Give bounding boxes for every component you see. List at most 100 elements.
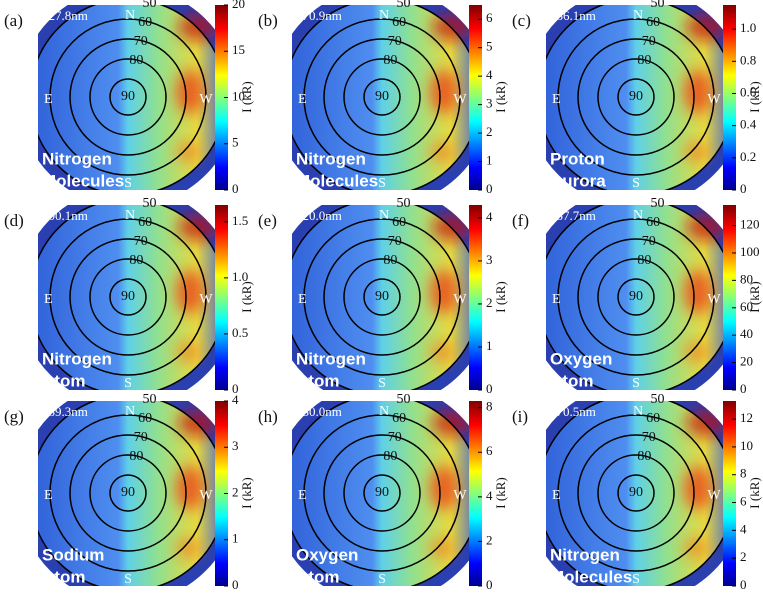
zenith-ring	[303, 218, 461, 376]
zenith-ring	[69, 38, 187, 156]
panel-label: (f)	[512, 211, 529, 230]
ring-label: 90	[629, 89, 643, 104]
panel: 50 60 70 80 90 N E S W (h) 630.0nm Oxygen Atom 0 2 4 6 8 I…	[258, 392, 508, 592]
zenith-ring	[49, 414, 207, 572]
colorbar	[215, 205, 228, 390]
direction-s: S	[632, 572, 640, 587]
ring-label: 50	[397, 0, 411, 11]
sky-image	[546, 401, 723, 586]
colorbar-label: I (kR)	[239, 281, 254, 312]
ring-label: 60	[646, 411, 660, 426]
colorbar-tick-label: 1	[486, 338, 493, 353]
zenith-ring	[343, 258, 421, 336]
direction-w: W	[707, 488, 721, 503]
colorbar-tick-label: 100	[740, 244, 760, 259]
direction-w: W	[199, 488, 213, 503]
hot-spot	[176, 70, 204, 114]
direction-w: W	[453, 92, 467, 107]
wavelength: 427.8nm	[42, 8, 88, 23]
ring-label: 60	[392, 411, 406, 426]
colorbar-tick-label: 0	[740, 181, 747, 196]
sky-image-inner	[38, 205, 215, 390]
colorbar-tick-label: 2	[486, 295, 493, 310]
panel: 50 60 70 80 90 N E S W (c) 486.1nm Proton Aurora 0 0.2…	[512, 0, 762, 196]
panel: 50 60 70 80 90 N E S W (e) 520.0nm Nitrogen Atom 0 1 2 3…	[258, 196, 508, 396]
zenith-ring	[617, 474, 655, 512]
zenith-ring	[617, 78, 655, 116]
panel-label: (a)	[4, 11, 23, 30]
zenith-ring	[363, 474, 401, 512]
colorbar-tick-label: 4	[486, 67, 493, 82]
annotation: Proton	[550, 149, 605, 168]
direction-n: N	[125, 8, 135, 23]
direction-w: W	[199, 292, 213, 307]
colorbar-tick-label: 1.5	[232, 213, 248, 228]
hot-spot	[176, 342, 200, 362]
zenith-ring	[343, 58, 421, 136]
sky-image	[546, 205, 723, 390]
annotation: Nitrogen	[296, 349, 366, 368]
colorbar-label: I (kR)	[747, 281, 762, 312]
colorbar-tick-label: 3	[232, 438, 239, 453]
colorbar	[723, 205, 736, 390]
colorbar-tick-label: 1	[486, 153, 493, 168]
ring-label: 50	[651, 392, 665, 407]
hot-spot	[684, 270, 712, 314]
annotation: Aurora	[550, 171, 606, 190]
wavelength: 589.3nm	[42, 404, 88, 419]
zenith-ring	[109, 474, 147, 512]
colorbar-tick-label: 8	[740, 466, 747, 481]
colorbar-label: I (kR)	[493, 477, 508, 508]
colorbar-tick-label: 0.2	[740, 149, 756, 164]
sky-image	[38, 205, 215, 390]
annotation: Molecules	[42, 171, 124, 190]
ring-label: 80	[129, 253, 143, 268]
hot-spot	[430, 142, 454, 162]
annotation: Atom	[42, 371, 85, 390]
direction-e: E	[552, 92, 561, 107]
colorbar-tick-label: 8	[486, 399, 493, 414]
annotation: Oxygen	[296, 545, 358, 564]
panel: 50 60 70 80 90 N E S W (f) 557.7nm Oxygen Atom 0 20 40 6…	[512, 196, 762, 396]
zenith-ring	[109, 278, 147, 316]
zenith-ring	[597, 454, 675, 532]
wavelength: 486.1nm	[550, 8, 596, 23]
zenith-ring	[577, 238, 695, 356]
ring-label: 50	[397, 392, 411, 407]
panel-label: (c)	[512, 11, 531, 30]
ring-label: 90	[121, 89, 135, 104]
wavelength: 557.7nm	[550, 208, 596, 223]
colorbar-tick-label: 3	[486, 252, 493, 267]
sky-image-inner	[546, 205, 723, 390]
direction-w: W	[707, 92, 721, 107]
colorbar	[469, 205, 482, 390]
panel: 50 60 70 80 90 N E S W (g) 589.3nm Sodium Atom 0 1 2 3 4 I…	[4, 392, 254, 592]
colorbar-label: I (kR)	[493, 281, 508, 312]
hot-spot	[176, 538, 200, 558]
sky-image	[38, 5, 215, 190]
sky-image	[292, 205, 469, 390]
hot-spot	[684, 142, 708, 162]
zenith-ring	[49, 218, 207, 376]
colorbar-tick-label: 1.0	[740, 20, 756, 35]
ring-label: 90	[375, 89, 389, 104]
colorbar-tick-label: 0	[232, 381, 239, 396]
colorbar	[469, 401, 482, 586]
ring-label: 60	[392, 15, 406, 30]
wavelength: 520.0nm	[296, 208, 342, 223]
direction-e: E	[552, 488, 561, 503]
ring-label: 60	[138, 411, 152, 426]
colorbar-tick-label: 0.5	[232, 325, 248, 340]
sky-disk	[292, 205, 469, 390]
colorbar-tick-label: 60	[740, 299, 753, 314]
direction-e: E	[298, 488, 307, 503]
zenith-ring	[597, 258, 675, 336]
colorbar-tick-label: 1	[232, 531, 239, 546]
colorbar-tick-label: 20	[232, 0, 245, 11]
annotation: Nitrogen	[296, 149, 366, 168]
panel: 50 60 70 80 90 N E S W (d) 500.1nm Nitrogen Atom 0 0.5…	[4, 196, 254, 396]
colorbar-tick-label: 80	[740, 271, 753, 286]
colorbar-tick-label: 4	[232, 392, 239, 407]
